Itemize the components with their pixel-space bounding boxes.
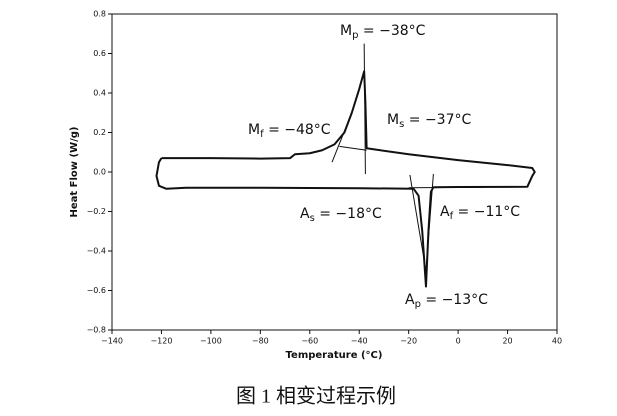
annotation-subscript: f	[450, 211, 454, 222]
annotation-subscript: f	[260, 129, 264, 140]
annotation-subscript: p	[415, 299, 421, 310]
x-tick-label: 20	[502, 337, 512, 346]
construction-line	[425, 173, 434, 271]
annotation-symbol: A	[440, 204, 450, 220]
x-tick-label: −20	[400, 337, 417, 346]
x-tick-label: 40	[552, 337, 562, 346]
annotation-symbol: M	[340, 23, 352, 39]
annotation: Ap = −13°C	[405, 292, 488, 310]
annotation-text: = −18°C	[315, 206, 382, 222]
y-tick-label: −0.6	[87, 286, 106, 295]
construction-line	[363, 43, 366, 174]
x-tick-label: −140	[101, 337, 123, 346]
annotation: Af = −11°C	[440, 204, 520, 222]
x-tick-label: −60	[301, 337, 318, 346]
annotation: Ms = −37°C	[387, 112, 471, 130]
annotation-subscript: s	[310, 213, 315, 224]
y-tick-label: 0.2	[93, 128, 106, 137]
annotation-subscript: p	[352, 30, 358, 41]
annotation-subscript: s	[399, 119, 404, 130]
construction-line	[409, 174, 427, 271]
construction-line	[339, 145, 367, 151]
annotation-symbol: M	[248, 122, 260, 138]
x-tick-label: −40	[351, 337, 368, 346]
y-axis-label: Heat Flow (W/g)	[69, 127, 80, 218]
annotation-text: = −37°C	[404, 112, 471, 128]
x-tick-label: 0	[456, 337, 461, 346]
y-tick-label: 0.8	[93, 10, 106, 19]
x-tick-label: −120	[150, 337, 172, 346]
plot-frame	[111, 13, 558, 331]
y-tick-label: −0.4	[87, 247, 106, 256]
x-tick-label: −100	[200, 337, 222, 346]
caption: 图 1 相变过程示例	[236, 385, 396, 408]
annotation-text: = −48°C	[264, 122, 331, 138]
y-tick-label: 0.0	[93, 168, 106, 177]
annotation-text: = −13°C	[421, 292, 488, 308]
annotation-text: = −11°C	[453, 204, 520, 220]
annotation: Mp = −38°C	[340, 23, 426, 41]
annotation-symbol: A	[300, 206, 310, 222]
dsc-curve	[155, 70, 536, 288]
annotation: Mf = −48°C	[248, 122, 331, 140]
x-tick-label: −80	[252, 337, 269, 346]
annotation: As = −18°C	[300, 206, 382, 224]
y-tick-label: 0.6	[93, 49, 106, 58]
annotation-symbol: A	[405, 292, 415, 308]
annotation-symbol: M	[387, 112, 399, 128]
y-tick-label: −0.2	[87, 207, 106, 216]
annotation-text: = −38°C	[358, 23, 425, 39]
x-axis-label: Temperature (°C)	[286, 350, 383, 361]
construction-line	[408, 186, 483, 189]
y-tick-label: 0.4	[93, 89, 106, 98]
construction-line	[331, 112, 353, 163]
y-tick-label: −0.8	[87, 326, 106, 335]
